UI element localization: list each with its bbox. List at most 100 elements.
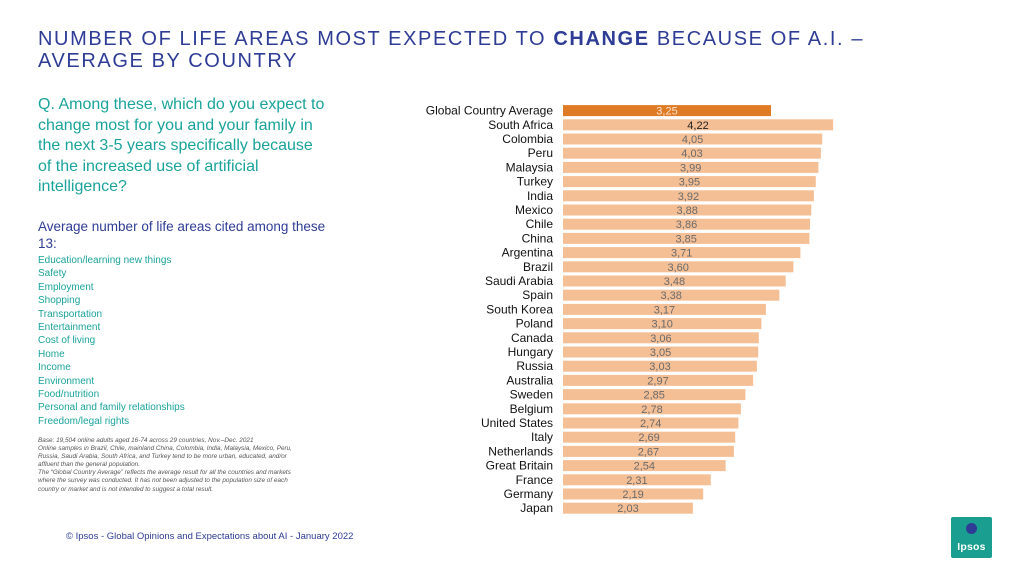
category-label: China xyxy=(522,231,554,245)
data-label: 2,85 xyxy=(643,390,664,402)
bar xyxy=(563,204,812,216)
category-label: Poland xyxy=(516,317,553,331)
bar xyxy=(563,318,762,330)
life-area-item: Cost of living xyxy=(38,335,96,347)
category-label: Great Britain xyxy=(486,459,553,473)
bar xyxy=(563,133,823,145)
category-label: Peru xyxy=(528,146,553,160)
category-label: Global Country Average xyxy=(426,104,554,118)
bar xyxy=(563,247,801,259)
category-label: United States xyxy=(481,416,553,430)
bar xyxy=(563,488,704,500)
life-areas-list: Education/learning new things Safety Emp… xyxy=(38,254,328,428)
life-areas-heading: Average number of life areas cited among… xyxy=(38,219,326,251)
bar xyxy=(563,147,821,159)
category-label: Australia xyxy=(506,373,553,387)
title-part2: BECAUSE OF A.I. – AVERAGE BY COUNTRY xyxy=(38,28,865,72)
bar xyxy=(563,417,739,429)
bar xyxy=(563,303,766,315)
life-area-item: Transportation xyxy=(38,308,103,320)
bar xyxy=(563,403,741,415)
life-area-item: Food/nutrition xyxy=(38,389,100,401)
life-area-item: Income xyxy=(38,362,71,374)
life-area-item: Shopping xyxy=(38,295,81,307)
bar xyxy=(563,289,780,301)
category-label: Russia xyxy=(516,359,553,373)
data-label: 3,10 xyxy=(651,319,672,331)
title-emphasis: CHANGE xyxy=(553,28,650,50)
title-part1: NUMBER OF LIFE AREAS MOST EXPECTED TO xyxy=(38,28,547,50)
bar xyxy=(563,474,711,486)
data-label: 2,03 xyxy=(617,503,638,515)
data-label: 3,71 xyxy=(671,248,692,260)
bar xyxy=(563,190,814,202)
data-label: 3,85 xyxy=(675,233,696,245)
life-area-item: Home xyxy=(38,348,65,360)
data-label: 3,17 xyxy=(654,304,675,316)
category-label: Turkey xyxy=(517,175,553,189)
data-label: 3,92 xyxy=(678,191,699,203)
category-label: Chile xyxy=(526,217,554,231)
bar xyxy=(563,105,771,117)
data-label: 2,78 xyxy=(641,404,662,416)
bar xyxy=(563,176,816,188)
data-label: 2,69 xyxy=(638,432,659,444)
data-label: 4,22 xyxy=(687,120,708,132)
methodology-note: Base: 19,504 online adults aged 16-74 ac… xyxy=(38,437,308,494)
category-label: Mexico xyxy=(515,203,553,217)
bar xyxy=(563,431,736,443)
data-label: 3,99 xyxy=(680,162,701,174)
data-label: 3,03 xyxy=(649,361,670,373)
bar xyxy=(563,445,734,457)
category-label: Brazil xyxy=(523,260,553,274)
data-label: 3,48 xyxy=(664,276,685,288)
note-line: Online samples in Brazil, Chile, mainlan… xyxy=(38,445,292,469)
note-line: Base: 19,504 online adults aged 16-74 ac… xyxy=(38,437,254,444)
page-title: NUMBER OF LIFE AREAS MOST EXPECTED TO CH… xyxy=(38,28,938,72)
bar xyxy=(563,374,754,386)
bar xyxy=(563,232,810,244)
logo-dot-icon xyxy=(966,523,977,534)
data-label: 2,54 xyxy=(634,461,655,473)
data-label: 4,05 xyxy=(682,134,703,146)
category-label: Netherlands xyxy=(488,444,553,458)
data-label: 3,38 xyxy=(660,290,681,302)
note-line: The “Global Country Average” reflects th… xyxy=(38,469,291,493)
data-label: 3,05 xyxy=(650,347,671,359)
category-label: Canada xyxy=(511,331,553,345)
category-label: Malaysia xyxy=(506,160,554,174)
category-label: South Korea xyxy=(486,302,553,316)
category-label: South Africa xyxy=(488,118,553,132)
category-label: Saudi Arabia xyxy=(485,274,553,288)
data-label: 2,74 xyxy=(640,418,661,430)
data-label: 3,86 xyxy=(676,219,697,231)
life-area-item: Education/learning new things xyxy=(38,255,172,266)
bar xyxy=(563,346,759,358)
category-label: India xyxy=(527,189,553,203)
data-label: 2,97 xyxy=(647,375,668,387)
life-area-item: Entertainment xyxy=(38,322,101,334)
data-label: 4,03 xyxy=(681,148,702,160)
data-label: 2,31 xyxy=(626,475,647,487)
data-label: 3,88 xyxy=(676,205,697,217)
bar xyxy=(563,218,810,230)
data-label: 3,95 xyxy=(679,177,700,189)
category-label: France xyxy=(516,473,554,487)
category-label: Germany xyxy=(504,487,553,501)
bar xyxy=(563,261,794,273)
bar xyxy=(563,389,746,401)
life-area-item: Safety xyxy=(38,268,67,280)
data-label: 2,67 xyxy=(638,446,659,458)
bar xyxy=(563,360,757,372)
ipsos-logo: Ipsos xyxy=(951,517,992,558)
bar xyxy=(563,275,786,287)
category-label: Italy xyxy=(531,430,553,444)
bar xyxy=(563,460,726,472)
data-label: 3,25 xyxy=(656,106,677,118)
category-label: Sweden xyxy=(510,388,553,402)
bar xyxy=(563,161,819,173)
data-label: 3,06 xyxy=(650,333,671,345)
life-area-item: Environment xyxy=(38,375,95,387)
category-label: Belgium xyxy=(510,402,553,416)
